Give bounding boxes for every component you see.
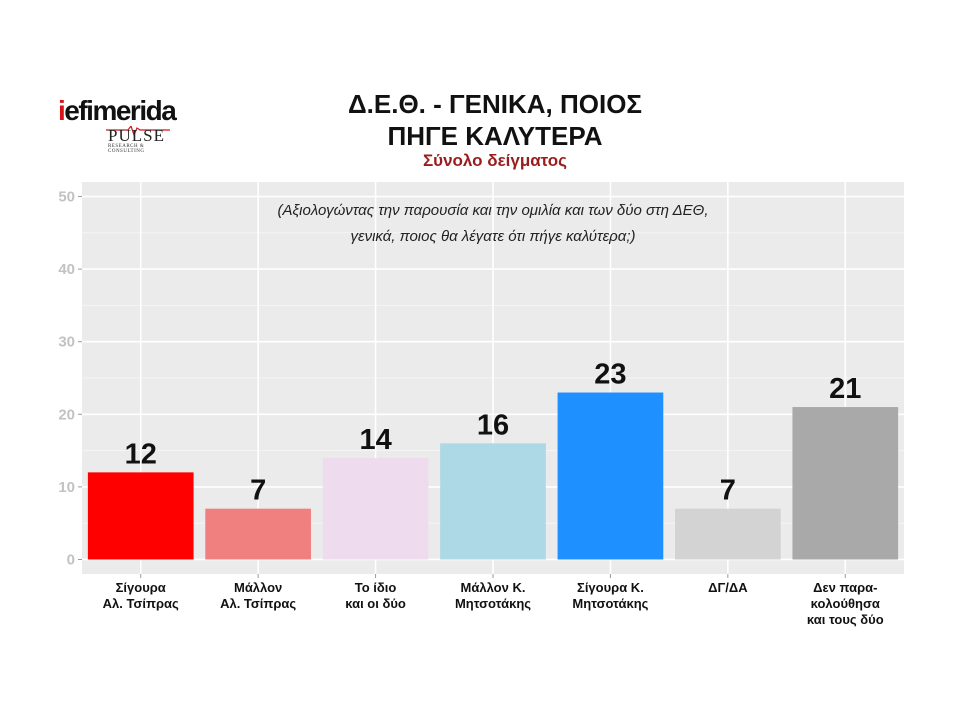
- x-tick-label: Μάλλον: [234, 580, 282, 595]
- bar: [87, 472, 194, 560]
- chart-subtitle: Σύνολο δείγματος: [422, 151, 568, 170]
- bar-value-label: 14: [359, 424, 391, 456]
- x-tick-label: Αλ. Τσίπρας: [103, 596, 179, 611]
- y-tick-label: 0: [67, 551, 75, 568]
- logo-pulse: PULSE: [108, 126, 165, 145]
- chart-title-line-2: ΠΗΓΕ ΚΑΛΥΤΕΡΑ: [387, 121, 603, 151]
- x-tick-label: Το ίδιο: [355, 580, 397, 595]
- iefimerida-pulse-logo: iefimerida PULSE RESEARCH & CONSULTING: [58, 95, 177, 158]
- bar: [675, 508, 781, 560]
- x-tick-label: και οι δύο: [345, 596, 406, 611]
- logo-brand-rest: efimerida: [64, 95, 177, 126]
- y-tick-label: 30: [58, 334, 75, 351]
- logo-pulse-sub: RESEARCH & CONSULTING: [108, 144, 145, 154]
- bar-value-label: 7: [720, 475, 736, 507]
- bar: [322, 457, 429, 560]
- y-tick-label: 50: [58, 189, 75, 206]
- x-tick-label: Δεν παρα-: [813, 580, 877, 595]
- y-tick-label: 20: [58, 406, 75, 423]
- bar: [205, 508, 311, 560]
- x-tick-label: κολούθησα: [811, 596, 880, 611]
- bar: [557, 392, 664, 560]
- x-tick-label: Σίγουρα: [116, 580, 166, 595]
- y-tick-label: 40: [58, 261, 75, 278]
- x-tick-label: Μητσοτάκης: [572, 596, 648, 611]
- bar: [792, 407, 899, 560]
- bar-value-label: 16: [477, 409, 509, 441]
- x-tick-label: και τους δύο: [807, 612, 884, 627]
- chart-title-line-1: Δ.Ε.Θ. - ΓΕΝΙΚΑ, ΠΟΙΟΣ: [347, 89, 643, 119]
- chart-annotation-line: (Αξιολογώντας την παρουσία και την ομιλί…: [277, 202, 708, 219]
- chart-annotation-line: γενικά, ποιος θα λέγατε ότι πήγε καλύτερ…: [351, 228, 636, 245]
- bar-value-label: 12: [125, 438, 157, 470]
- x-tick-label: Αλ. Τσίπρας: [220, 596, 296, 611]
- logo-brand: iefimerida: [58, 95, 177, 126]
- bar-value-label: 7: [250, 475, 266, 507]
- bar-value-label: 21: [829, 373, 861, 405]
- bar: [440, 443, 546, 560]
- chart-title: Δ.Ε.Θ. - ΓΕΝΙΚΑ, ΠΟΙΟΣ ΠΗΓΕ ΚΑΛΥΤΕΡΑ: [250, 88, 740, 152]
- x-tick-label: Μάλλον Κ.: [461, 580, 526, 595]
- x-tick-label: Μητσοτάκης: [455, 596, 531, 611]
- pulse-line-icon: [106, 126, 170, 137]
- bar-value-label: 23: [594, 359, 626, 391]
- x-tick-label: ΔΓ/ΔΑ: [708, 580, 748, 595]
- x-tick-label: Σίγουρα Κ.: [577, 580, 644, 595]
- y-tick-label: 10: [58, 479, 75, 496]
- logo-brand-prefix: i: [58, 95, 66, 126]
